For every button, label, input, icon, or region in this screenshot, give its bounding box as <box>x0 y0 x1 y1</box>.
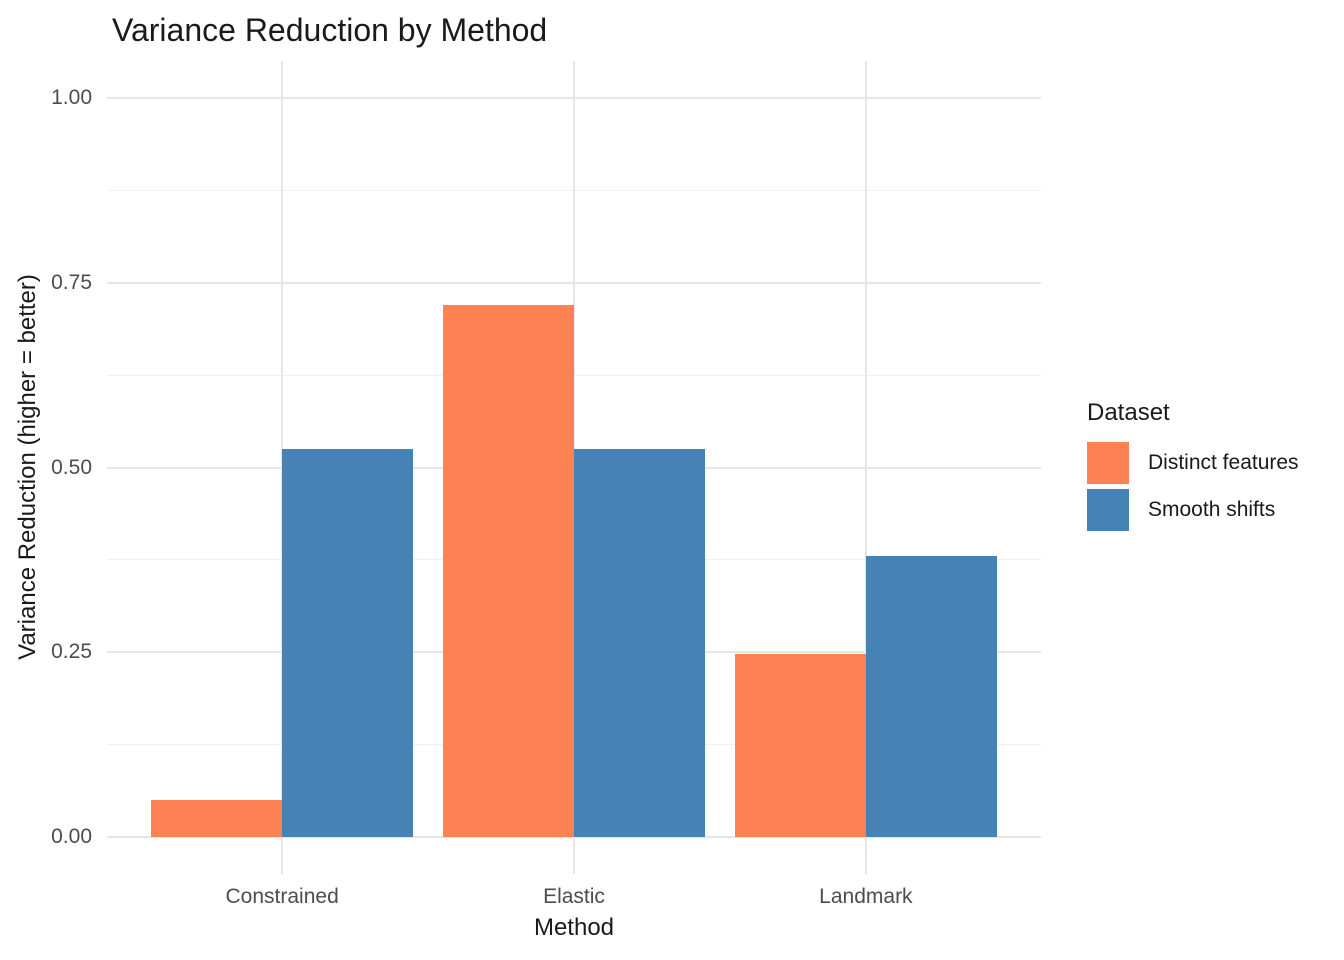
bar-distinct-features-elastic <box>442 304 574 838</box>
legend-entry: Distinct features <box>1087 442 1299 484</box>
bar-smooth-shifts-constrained <box>282 449 414 838</box>
legend-label: Smooth shifts <box>1148 498 1276 521</box>
y-tick-label: 0.50 <box>51 455 92 479</box>
chart-title: Variance Reduction by Method <box>112 12 548 48</box>
legend-title: Dataset <box>1087 399 1170 426</box>
bar-distinct-features-landmark <box>734 654 866 838</box>
bar-smooth-shifts-landmark <box>865 556 998 838</box>
bar-distinct-features-constrained <box>150 800 283 838</box>
y-axis-title: Variance Reduction (higher = better) <box>14 274 41 660</box>
y-tick-label: 0.75 <box>51 270 92 294</box>
legend-entry: Smooth shifts <box>1087 489 1299 531</box>
y-tick-label: 0.00 <box>51 825 92 849</box>
x-axis-title: Method <box>533 914 615 941</box>
legend-swatch-smooth-shifts <box>1087 489 1129 531</box>
legend: Dataset Distinct features Smooth shifts <box>1087 398 1299 536</box>
x-tick-label: Landmark <box>819 885 913 908</box>
gridline-vertical <box>864 61 867 874</box>
bar-smooth-shifts-elastic <box>574 449 706 838</box>
legend-label: Distinct features <box>1148 451 1299 474</box>
plot-panel <box>107 61 1041 874</box>
x-tick-label: Elastic <box>543 885 605 908</box>
y-tick-label: 1.00 <box>51 85 92 109</box>
legend-entries: Distinct features Smooth shifts <box>1087 442 1299 531</box>
y-tick-label: 0.25 <box>51 640 92 664</box>
legend-swatch-distinct-features <box>1087 442 1129 484</box>
x-tick-label: Constrained <box>225 885 339 908</box>
